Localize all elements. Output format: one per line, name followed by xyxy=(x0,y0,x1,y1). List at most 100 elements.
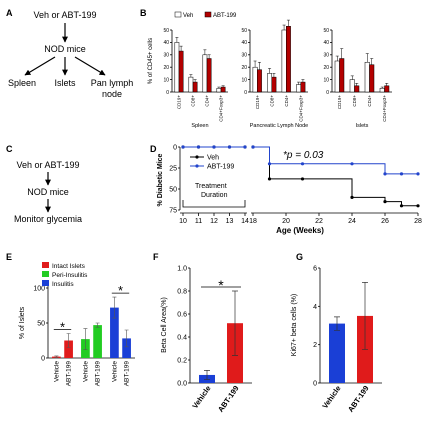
point xyxy=(383,172,387,176)
x-tick-label: Vehicle xyxy=(320,384,342,410)
x-tick-label: CD19+ xyxy=(337,95,342,110)
legend-swatch xyxy=(204,11,212,18)
error-bar xyxy=(297,81,301,85)
error-bar xyxy=(334,316,340,331)
error-bar xyxy=(365,53,369,63)
x-tick-label: CD8+ xyxy=(352,95,357,107)
panel-label: F xyxy=(153,252,159,262)
error-bar xyxy=(340,48,344,59)
significance-star: * xyxy=(218,277,224,293)
point xyxy=(383,200,387,204)
x-tick-label: Vehicle xyxy=(53,361,60,382)
x-tick-label: CD4+Foxp3+ xyxy=(382,95,387,122)
x-tick-label: 24 xyxy=(348,218,356,225)
arrow xyxy=(24,56,56,76)
x-tick-label: CD4+ xyxy=(205,95,210,107)
error-bar xyxy=(350,75,354,80)
bar xyxy=(122,338,131,358)
y-tick-label: 40 xyxy=(241,40,247,46)
node-text: NOD mice xyxy=(44,44,86,54)
bar xyxy=(384,85,390,93)
x-tick-label: ABT-199 xyxy=(346,384,371,414)
significance-star: * xyxy=(118,283,123,298)
error-bar xyxy=(362,282,368,350)
bar xyxy=(220,86,226,93)
y-tick-label: 50 xyxy=(241,28,247,34)
error-bar xyxy=(380,86,384,89)
panel-title: Islets xyxy=(356,123,369,129)
y-tick-label: 0 xyxy=(173,144,177,151)
node-text: Monitor glycemia xyxy=(14,214,82,224)
error-bar xyxy=(204,370,210,380)
y-tick-label: 40 xyxy=(323,40,329,46)
bar xyxy=(271,76,277,93)
x-tick-label: CD4+Foxp3+ xyxy=(219,95,224,122)
error-bar xyxy=(221,85,225,88)
panel-title: Spleen xyxy=(191,123,208,129)
y-tick-label: 0.4 xyxy=(177,334,187,341)
x-tick-label: 26 xyxy=(381,218,389,225)
y-tick-label: 40 xyxy=(163,40,169,46)
bracket-label: Duration xyxy=(201,192,228,199)
y-tick-label: 6 xyxy=(313,265,317,272)
y-tick-label: 10 xyxy=(163,77,169,83)
bar xyxy=(354,85,360,93)
panel-label: A xyxy=(6,8,13,18)
y-tick-label: 50 xyxy=(37,320,45,327)
y-tick-label: 30 xyxy=(163,53,169,59)
legend-label: ABT-199 xyxy=(213,13,237,19)
x-tick-label: 22 xyxy=(315,218,323,225)
y-axis-label: Beta Cell Area(%) xyxy=(161,297,168,353)
point xyxy=(196,145,201,149)
error-bar xyxy=(203,49,207,55)
legend-marker xyxy=(195,155,199,159)
x-tick-label: CD8+ xyxy=(269,95,274,107)
x-tick-label: ABT-199 xyxy=(216,384,241,414)
bar xyxy=(286,26,291,93)
point xyxy=(227,145,232,149)
x-tick-label: 12 xyxy=(210,218,218,225)
error-bar xyxy=(54,355,59,358)
panel-label: C xyxy=(6,144,13,154)
x-tick-label: ABT-199 xyxy=(95,361,102,387)
y-tick-label: 100 xyxy=(33,285,45,292)
point xyxy=(267,162,272,166)
bar xyxy=(174,42,180,93)
error-bar xyxy=(385,83,389,86)
legend-label: ABT-199 xyxy=(207,164,234,171)
panel-label: G xyxy=(296,252,303,262)
bar xyxy=(329,323,345,383)
step-line xyxy=(253,146,418,207)
point xyxy=(350,162,354,166)
x-tick-label: 20 xyxy=(282,218,290,225)
x-tick-label: CD4+Foxp3+ xyxy=(298,95,303,122)
step-line xyxy=(253,146,418,175)
x-tick-label: ABT-199 xyxy=(66,361,73,387)
y-tick-label: 30 xyxy=(323,53,329,59)
error-bar xyxy=(335,55,339,61)
point xyxy=(416,172,420,176)
bracket-label: Treatment xyxy=(195,183,227,190)
y-axis-label: % of CD45+ cells xyxy=(148,38,154,84)
y-tick-label: 0.0 xyxy=(177,380,187,387)
y-tick-label: 25 xyxy=(169,165,177,172)
point xyxy=(350,195,354,199)
x-tick-label: CD4+ xyxy=(284,95,289,107)
x-tick-label: 11 xyxy=(195,218,202,225)
x-tick-label: CD19+ xyxy=(177,95,182,110)
error-bar xyxy=(175,37,179,43)
x-tick-label: CD4+ xyxy=(367,95,372,107)
y-axis-label: Ki67+ beta cells (%) xyxy=(291,294,298,356)
error-bar xyxy=(179,45,183,52)
panel-label: B xyxy=(140,8,147,18)
point xyxy=(243,145,247,149)
y-tick-label: 0 xyxy=(244,90,247,96)
point xyxy=(416,204,420,208)
legend-swatch xyxy=(42,280,49,286)
node-text: Islets xyxy=(54,78,76,88)
error-bar xyxy=(355,83,359,86)
y-tick-label: 10 xyxy=(241,77,247,83)
legend-swatch xyxy=(174,11,182,18)
point xyxy=(212,145,216,149)
